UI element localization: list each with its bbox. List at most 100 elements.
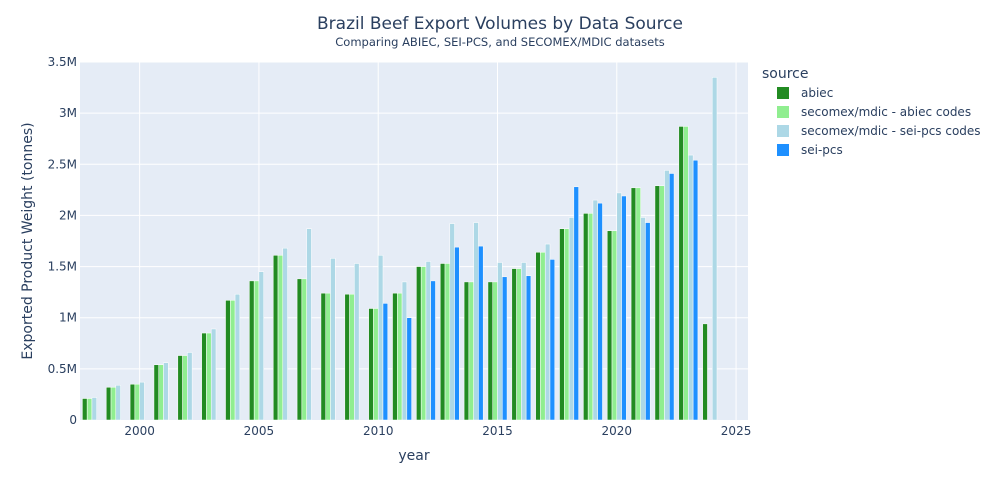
bar [86, 398, 93, 421]
bar [516, 268, 522, 421]
bar [182, 355, 188, 421]
bar [187, 352, 193, 421]
bar [134, 383, 140, 421]
bar [444, 263, 451, 421]
series-3 [382, 159, 699, 421]
bar [105, 387, 112, 421]
bar [573, 186, 579, 421]
bar [564, 228, 570, 421]
x-tick-label: 2005 [244, 424, 275, 438]
bar [420, 266, 427, 421]
bar [344, 293, 350, 421]
bar [425, 261, 431, 421]
bar [454, 246, 460, 421]
bar [587, 213, 594, 421]
bar [702, 323, 708, 421]
legend-swatch [777, 106, 789, 118]
bar [382, 303, 389, 421]
bar [463, 281, 470, 421]
bar [258, 271, 264, 421]
x-tick-label: 2010 [363, 424, 394, 438]
bar [511, 268, 517, 421]
series-2 [91, 77, 718, 421]
bar [406, 317, 412, 421]
bar [592, 199, 598, 421]
bar [296, 278, 303, 421]
bar [654, 185, 660, 421]
bar [635, 187, 641, 421]
bar [645, 222, 651, 421]
bar [525, 275, 532, 421]
bar [630, 187, 637, 421]
bar [416, 266, 422, 421]
bar [225, 300, 231, 421]
series-0 [82, 126, 708, 421]
bar [683, 126, 689, 421]
bar [487, 281, 493, 421]
bar [249, 280, 255, 421]
bar [664, 170, 670, 421]
bar [397, 292, 403, 421]
bar [549, 259, 556, 421]
bar [540, 252, 546, 421]
bar [253, 280, 260, 421]
y-tick-label: 2M [59, 208, 77, 222]
bar [659, 185, 665, 421]
bar [468, 281, 474, 421]
y-tick-label: 1.5M [48, 260, 77, 274]
bar [669, 173, 675, 421]
x-tick-label: 2015 [482, 424, 513, 438]
bar [354, 263, 360, 421]
x-axis-title: year [398, 448, 429, 464]
bar [711, 77, 718, 421]
bar [368, 308, 374, 421]
bar [158, 364, 164, 421]
bar [82, 398, 88, 421]
y-axis-title: Exported Product Weight (tonnes) [20, 122, 36, 359]
y-tick-label: 0 [69, 413, 77, 427]
bar [277, 255, 284, 421]
bar [692, 159, 699, 421]
bar [640, 217, 646, 421]
x-axis-ticks: 2000 2005 2010 2015 2020 2025 [124, 424, 751, 438]
bar [110, 387, 117, 421]
bar [478, 245, 484, 421]
bar [177, 355, 183, 421]
bar [282, 247, 288, 421]
bar [153, 364, 159, 421]
bar [320, 292, 326, 421]
bar [230, 300, 236, 421]
bar [210, 328, 217, 421]
bar [401, 281, 408, 421]
x-tick-label: 2020 [602, 424, 633, 438]
series-1 [86, 126, 689, 421]
y-tick-label: 1M [59, 311, 77, 325]
bar [206, 332, 212, 421]
legend-entry: secomex/mdic - sei-pcs codes [801, 124, 981, 138]
legend-swatch [777, 87, 789, 99]
bar [568, 217, 575, 421]
y-axis-ticks: 0 0.5M 1M 1.5M 2M 2.5M 3M 3.5M [48, 55, 77, 427]
bar [439, 263, 446, 421]
bar [91, 397, 97, 421]
bar [544, 243, 551, 421]
legend: source abiec secomex/mdic - abiec codes se… [762, 66, 981, 157]
bars [82, 77, 718, 421]
bar [559, 228, 565, 421]
chart-subtitle: Comparing ABIEC, SEI-PCS, and SECOMEX/MD… [335, 35, 664, 49]
y-tick-label: 3M [59, 106, 77, 120]
bar [325, 292, 331, 421]
bar [373, 308, 379, 421]
bar [234, 293, 241, 421]
bar [139, 381, 145, 421]
bar [535, 252, 541, 421]
legend-entry: abiec [801, 86, 833, 100]
legend-title: source [762, 66, 809, 82]
x-tick-label: 2000 [124, 424, 155, 438]
bar [502, 276, 508, 421]
bar [688, 154, 694, 421]
bar [330, 258, 336, 421]
legend-swatch [777, 144, 789, 156]
y-tick-label: 0.5M [48, 362, 77, 376]
